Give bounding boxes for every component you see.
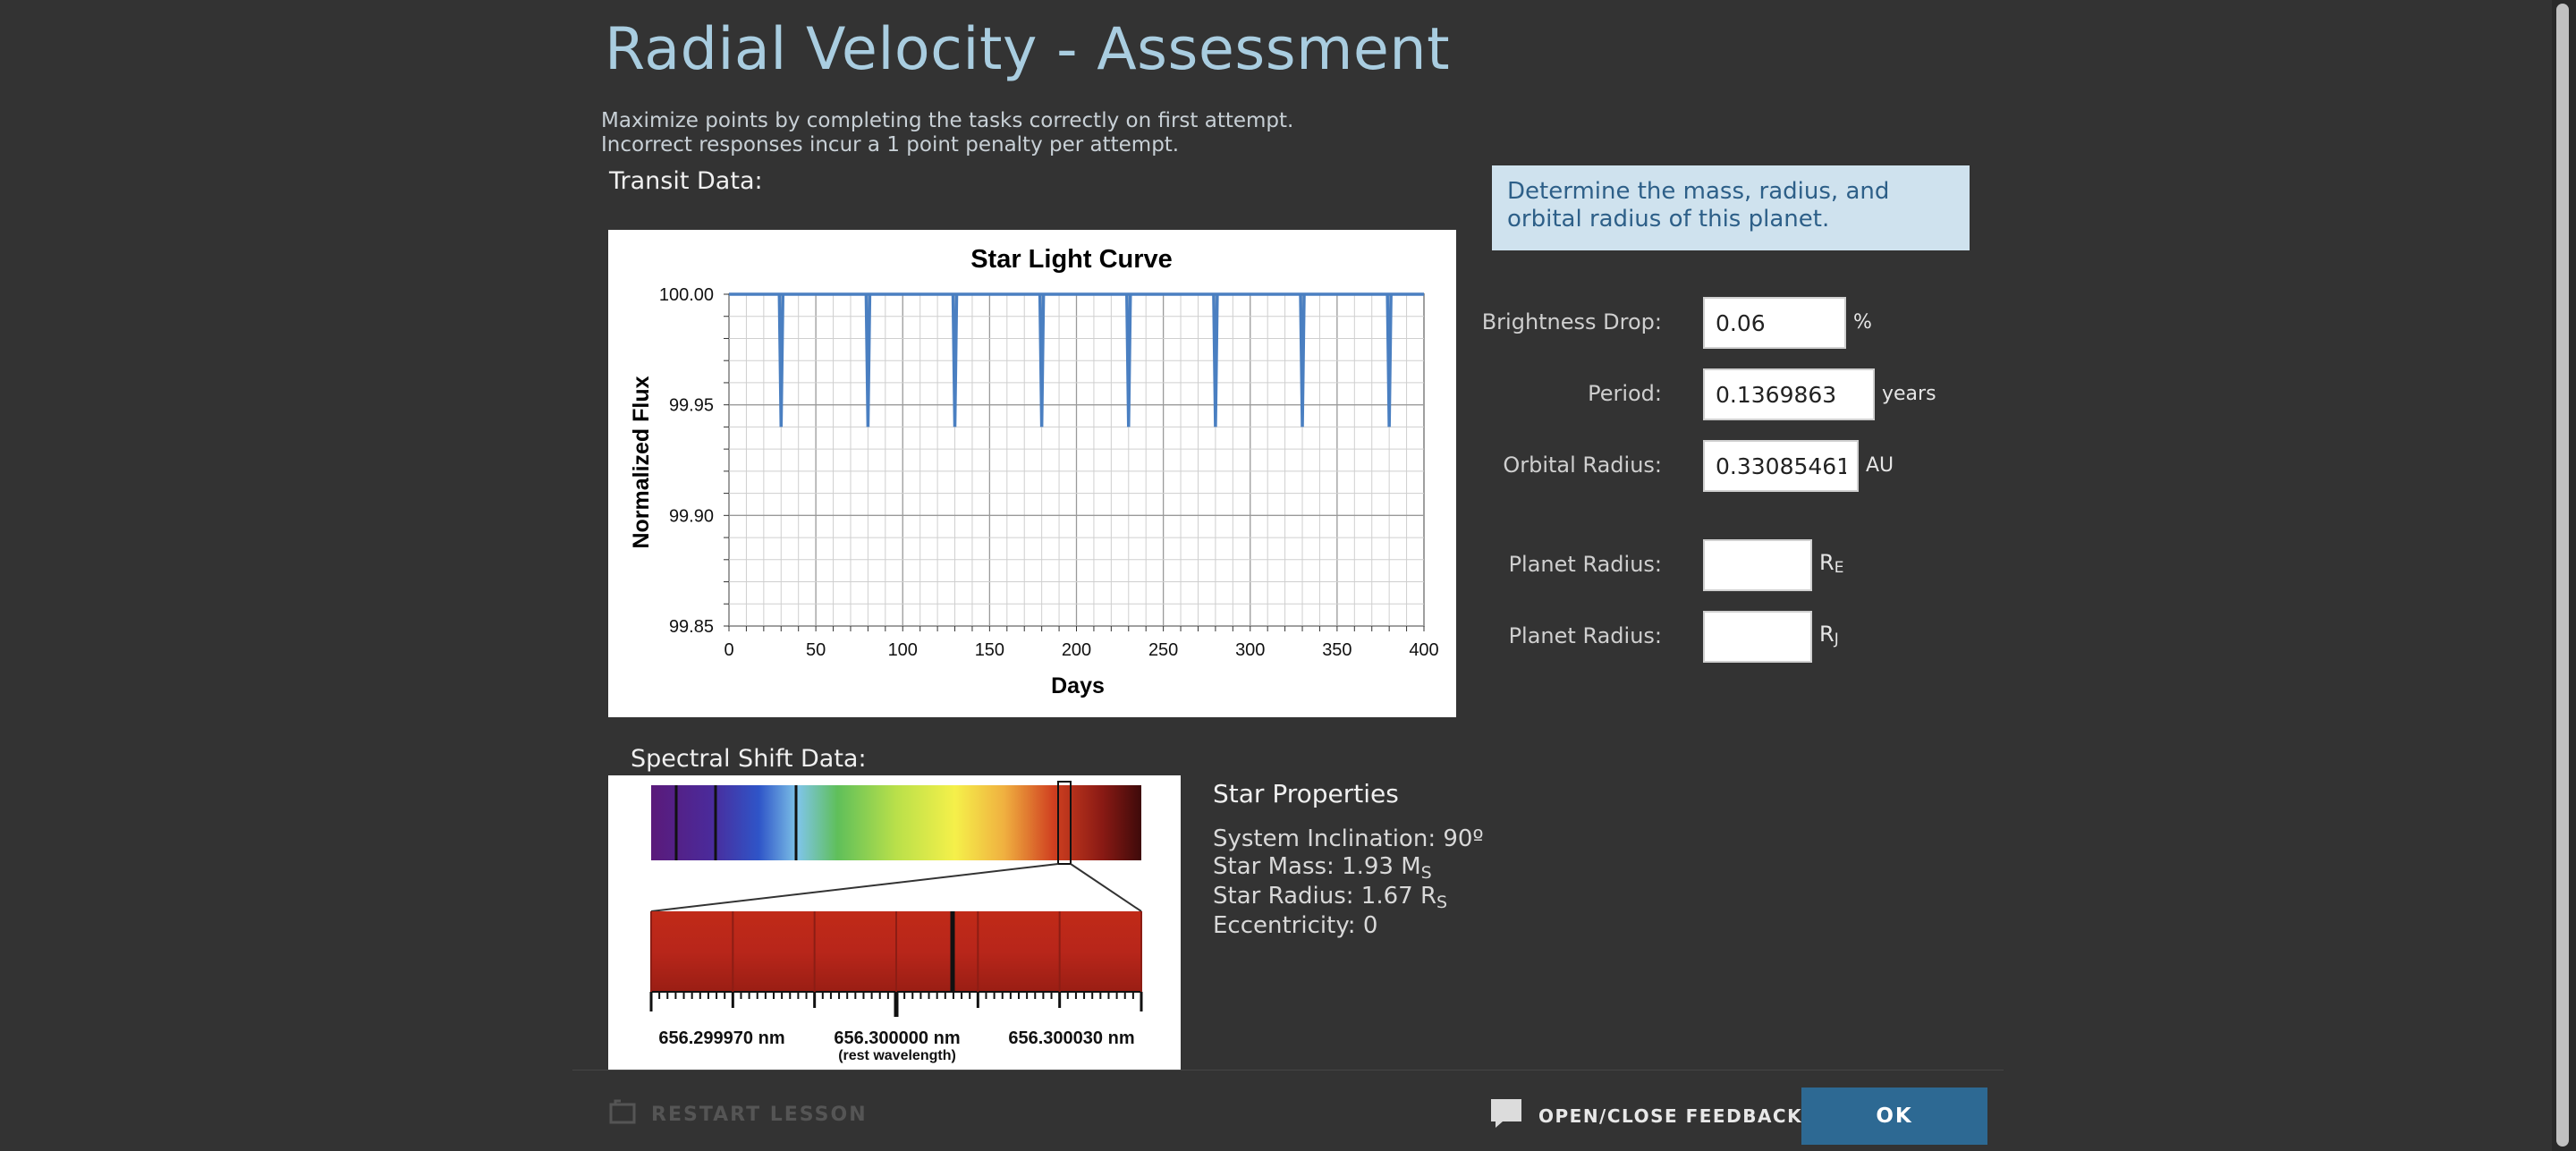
zoom-window-marker xyxy=(1057,781,1072,865)
transit-dip xyxy=(864,293,872,427)
x-tick-label: 250 xyxy=(1148,640,1178,660)
unit-sub-j: J xyxy=(1834,631,1839,648)
period-unit: years xyxy=(1882,383,1936,405)
orbital-radius-row: Orbital Radius: AU xyxy=(1485,440,1986,492)
planet-radius-jupiter-row: Planet Radius: RJ xyxy=(1485,611,1986,663)
spectrum-tick-label-rest: 656.300000 nm xyxy=(834,1028,960,1048)
restart-lesson-label: RESTART LESSON xyxy=(651,1103,868,1126)
system-inclination: System Inclination: 90º xyxy=(1213,825,1484,852)
spectrum-tick-label: 656.300030 nm xyxy=(1008,1028,1134,1048)
star-radius: Star Radius: 1.67 RS xyxy=(1213,883,1484,912)
instruction-line: Incorrect responses incur a 1 point pena… xyxy=(601,133,1180,157)
star-properties: Star Properties System Inclination: 90º … xyxy=(1213,780,1484,940)
spectrum-svg: 656.299970 nm 656.300000 nm 656.300030 n… xyxy=(649,781,1143,1063)
restart-lesson-button[interactable]: RESTART LESSON xyxy=(608,1098,868,1130)
speech-bubble-icon xyxy=(1490,1098,1522,1133)
page-title: Radial Velocity - Assessment xyxy=(605,16,1451,83)
transit-dip xyxy=(951,293,959,427)
x-tick-label: 50 xyxy=(806,640,826,660)
y-tick-label: 99.95 xyxy=(669,396,714,416)
chart-svg: Star Light Curve Days Normalized Flux 0 5… xyxy=(629,245,1439,698)
orbital-radius-label: Orbital Radius: xyxy=(1503,453,1662,478)
star-radius-unit-sub: S xyxy=(1436,893,1448,912)
chart-series xyxy=(729,292,1424,427)
instruction-line: Maximize points by completing the tasks … xyxy=(601,109,1294,132)
spectral-shift-label: Spectral Shift Data: xyxy=(631,745,867,773)
planet-radius-earth-unit: RE xyxy=(1819,550,1844,577)
planet-radius-label: Planet Radius: xyxy=(1508,552,1662,577)
x-tick-label: 200 xyxy=(1062,640,1091,660)
visible-spectrum-band xyxy=(651,785,1141,860)
scrollbar-thumb[interactable] xyxy=(2556,4,2569,1147)
planet-radius-jupiter-input[interactable] xyxy=(1703,611,1812,663)
star-mass-text: Star Mass: 1.93 M xyxy=(1213,853,1421,880)
brightness-drop-unit: % xyxy=(1853,311,1872,334)
x-tick-label: 100 xyxy=(888,640,918,660)
y-tick-label: 100.00 xyxy=(659,285,714,305)
x-tick-label: 400 xyxy=(1409,640,1438,660)
star-mass-unit-sub: S xyxy=(1420,863,1432,883)
chart-ticks: 0 50 100 150 200 250 300 350 400 100.00 99.95 99.90… xyxy=(659,285,1439,660)
star-mass: Star Mass: 1.93 MS xyxy=(1213,853,1484,883)
period-row: Period: years xyxy=(1485,368,1986,420)
star-properties-heading: Star Properties xyxy=(1213,779,1399,808)
y-tick-label: 99.90 xyxy=(669,506,714,526)
zoom-guide-right xyxy=(1070,863,1142,912)
orbital-radius-input[interactable] xyxy=(1703,440,1859,492)
x-tick-label: 300 xyxy=(1235,640,1265,660)
brightness-drop-row: Brightness Drop: % xyxy=(1481,297,1986,349)
star-radius-text: Star Radius: 1.67 R xyxy=(1213,883,1437,910)
spectrum-tick-label: 656.299970 nm xyxy=(658,1028,784,1048)
brightness-drop-input[interactable] xyxy=(1703,297,1846,349)
spectrum-scale xyxy=(649,911,1143,1017)
planet-radius-earth-input[interactable] xyxy=(1703,539,1812,591)
open-close-feedback-button[interactable]: OPEN/CLOSE FEEDBACK xyxy=(1490,1098,1802,1133)
ok-button[interactable]: OK xyxy=(1801,1088,1987,1145)
unit-r: R xyxy=(1819,622,1835,647)
transit-dip xyxy=(777,293,785,427)
chart-x-axis-label: Days xyxy=(1051,673,1105,698)
x-tick-label: 150 xyxy=(975,640,1004,660)
planet-radius-label: Planet Radius: xyxy=(1508,623,1662,648)
chart-y-axis-label: Normalized Flux xyxy=(629,376,654,548)
transit-dip xyxy=(1385,293,1393,427)
orbital-radius-unit: AU xyxy=(1866,454,1894,477)
planet-radius-jupiter-unit: RJ xyxy=(1819,622,1839,648)
unit-sub-e: E xyxy=(1834,559,1844,577)
zoom-guide-left xyxy=(650,863,1059,912)
y-tick-label: 99.85 xyxy=(669,617,714,637)
planet-radius-earth-row: Planet Radius: RE xyxy=(1485,539,1986,591)
task-prompt: Determine the mass, radius, and orbital … xyxy=(1492,165,1970,250)
transit-dip xyxy=(1299,293,1306,427)
rest-wavelength-note: (rest wavelength) xyxy=(838,1048,956,1063)
transit-dip xyxy=(1212,293,1219,427)
period-label: Period: xyxy=(1588,381,1662,406)
brightness-drop-label: Brightness Drop: xyxy=(1481,309,1662,334)
transit-dip xyxy=(1038,293,1046,427)
restart-icon xyxy=(608,1098,637,1130)
transit-dip xyxy=(1125,293,1132,427)
x-tick-label: 350 xyxy=(1322,640,1352,660)
chart-title: Star Light Curve xyxy=(970,245,1173,274)
transit-data-label: Transit Data: xyxy=(609,167,763,195)
period-input[interactable] xyxy=(1703,368,1875,420)
eccentricity: Eccentricity: 0 xyxy=(1213,912,1378,939)
spectral-shift-figure: 656.299970 nm 656.300000 nm 656.300030 n… xyxy=(608,775,1181,1071)
feedback-label: OPEN/CLOSE FEEDBACK xyxy=(1538,1104,1803,1127)
x-tick-label: 0 xyxy=(724,640,733,660)
unit-r: R xyxy=(1819,550,1835,575)
instructions: Maximize points by completing the tasks … xyxy=(601,109,1293,157)
footer-divider xyxy=(572,1070,2004,1071)
chart-grid xyxy=(728,293,1425,627)
star-light-curve-chart: Star Light Curve Days Normalized Flux 0 5… xyxy=(608,230,1456,717)
